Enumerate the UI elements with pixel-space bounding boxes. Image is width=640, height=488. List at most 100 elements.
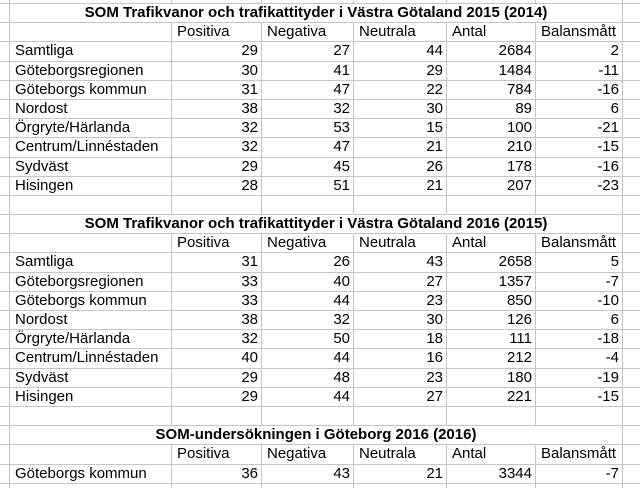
cell-empty[interactable] (623, 62, 640, 81)
cell-row-label[interactable]: Örgryte/Härlanda (10, 330, 172, 350)
cell-empty[interactable] (623, 311, 640, 331)
table-title[interactable]: SOM Trafikvanor och trafikattityder i Vä… (10, 4, 623, 24)
cell-empty[interactable] (0, 176, 10, 196)
cell-value[interactable]: -11 (536, 61, 623, 81)
column-header-positiva[interactable]: Positiva (172, 23, 262, 43)
cell-empty[interactable] (0, 99, 10, 120)
cell-value[interactable]: -23 (536, 176, 623, 196)
cell-value[interactable]: -18 (536, 330, 623, 350)
cell-empty[interactable] (0, 215, 10, 235)
cell-row-label[interactable]: Sydväst (10, 368, 172, 388)
cell-empty[interactable] (0, 80, 10, 100)
column-header-neutrala[interactable]: Neutrala (354, 23, 447, 43)
cell-empty[interactable] (172, 406, 262, 427)
cell-empty[interactable] (0, 61, 10, 81)
column-header-positiva[interactable]: Positiva (172, 234, 262, 254)
cell-empty[interactable] (623, 330, 640, 350)
cell-row-label[interactable]: Örgryte/Härlanda (10, 119, 172, 139)
cell-empty[interactable] (0, 406, 10, 427)
cell-row-label[interactable]: Samtliga (10, 253, 172, 273)
cell-empty[interactable] (172, 195, 262, 216)
cell-value[interactable]: -16 (536, 157, 623, 177)
cell-empty[interactable] (623, 369, 640, 388)
column-header-balansmatt[interactable]: Balansmått (536, 234, 623, 254)
cell-value[interactable]: 3344 (447, 464, 536, 484)
column-header-balansmatt[interactable]: Balansmått (536, 445, 623, 465)
cell-value[interactable]: 28 (172, 176, 262, 196)
cell-empty[interactable] (354, 195, 447, 216)
cell-empty[interactable] (10, 23, 172, 43)
cell-value[interactable]: 21 (354, 138, 447, 158)
cell-empty[interactable] (10, 234, 172, 254)
table-title[interactable]: SOM Trafikvanor och trafikattityder i Vä… (10, 215, 623, 235)
cell-value[interactable]: 6 (536, 99, 623, 120)
cell-value[interactable]: 44 (262, 349, 354, 369)
cell-value[interactable]: 15 (354, 119, 447, 139)
column-header-negativa[interactable]: Negativa (262, 234, 354, 254)
cell-value[interactable]: -7 (536, 272, 623, 292)
cell-row-label[interactable]: Göteborgs kommun (10, 80, 172, 100)
cell-value[interactable]: 32 (172, 119, 262, 139)
cell-value[interactable]: 38 (172, 99, 262, 120)
cell-value[interactable]: 47 (262, 80, 354, 100)
cell-value[interactable]: 2684 (447, 42, 536, 62)
cell-value[interactable]: 44 (354, 42, 447, 62)
cell-value[interactable]: 29 (354, 61, 447, 81)
cell-value[interactable]: 40 (262, 272, 354, 292)
cell-value[interactable]: 2 (536, 42, 623, 62)
cell-value[interactable]: 180 (447, 368, 536, 388)
cell-row-label[interactable]: Göteborgs kommun (10, 464, 172, 484)
cell-empty[interactable] (623, 4, 640, 24)
cell-empty[interactable] (623, 177, 640, 196)
cell-empty[interactable] (0, 195, 10, 216)
cell-value[interactable]: 43 (354, 253, 447, 273)
cell-value[interactable]: 41 (262, 61, 354, 81)
cell-empty[interactable] (0, 311, 10, 331)
cell-empty[interactable] (0, 138, 10, 158)
cell-empty[interactable] (10, 445, 172, 465)
cell-value[interactable]: 29 (172, 157, 262, 177)
cell-empty[interactable] (0, 291, 10, 311)
cell-empty[interactable] (623, 158, 640, 177)
cell-empty[interactable] (0, 42, 10, 62)
cell-empty[interactable] (0, 426, 10, 446)
cell-value[interactable]: 47 (262, 138, 354, 158)
cell-empty[interactable] (0, 445, 10, 465)
cell-row-label[interactable]: Göteborgsregionen (10, 272, 172, 292)
cell-value[interactable]: 36 (172, 464, 262, 484)
cell-empty[interactable] (0, 330, 10, 350)
cell-empty[interactable] (0, 387, 10, 407)
cell-empty[interactable] (536, 406, 623, 427)
cell-empty[interactable] (623, 465, 640, 484)
cell-empty[interactable] (623, 426, 640, 446)
cell-value[interactable]: 31 (172, 253, 262, 273)
cell-empty[interactable] (0, 23, 10, 43)
cell-row-label[interactable]: Centrum/Linnéstaden (10, 138, 172, 158)
cell-empty[interactable] (0, 157, 10, 177)
cell-empty[interactable] (0, 464, 10, 484)
cell-value[interactable]: 32 (172, 138, 262, 158)
cell-value[interactable]: 212 (447, 349, 536, 369)
cell-empty[interactable] (623, 23, 640, 43)
cell-row-label[interactable]: Nordost (10, 311, 172, 331)
table-title[interactable]: SOM-undersökningen i Göteborg 2016 (2016… (10, 426, 623, 446)
cell-value[interactable]: 1357 (447, 272, 536, 292)
cell-value[interactable]: 50 (262, 330, 354, 350)
cell-value[interactable]: 784 (447, 80, 536, 100)
cell-value[interactable]: 51 (262, 176, 354, 196)
cell-value[interactable]: 16 (354, 349, 447, 369)
cell-value[interactable]: 207 (447, 176, 536, 196)
cell-empty[interactable] (623, 273, 640, 292)
cell-value[interactable]: -21 (536, 119, 623, 139)
column-header-antal[interactable]: Antal (447, 445, 536, 465)
cell-value[interactable]: 21 (354, 176, 447, 196)
cell-value[interactable]: 32 (262, 311, 354, 331)
cell-value[interactable]: 40 (172, 349, 262, 369)
cell-empty[interactable] (447, 406, 536, 427)
cell-empty[interactable] (623, 196, 640, 216)
cell-value[interactable]: 89 (447, 99, 536, 120)
cell-value[interactable]: 32 (262, 99, 354, 120)
cell-value[interactable]: -15 (536, 387, 623, 407)
cell-value[interactable]: 29 (172, 42, 262, 62)
cell-empty[interactable] (623, 253, 640, 273)
